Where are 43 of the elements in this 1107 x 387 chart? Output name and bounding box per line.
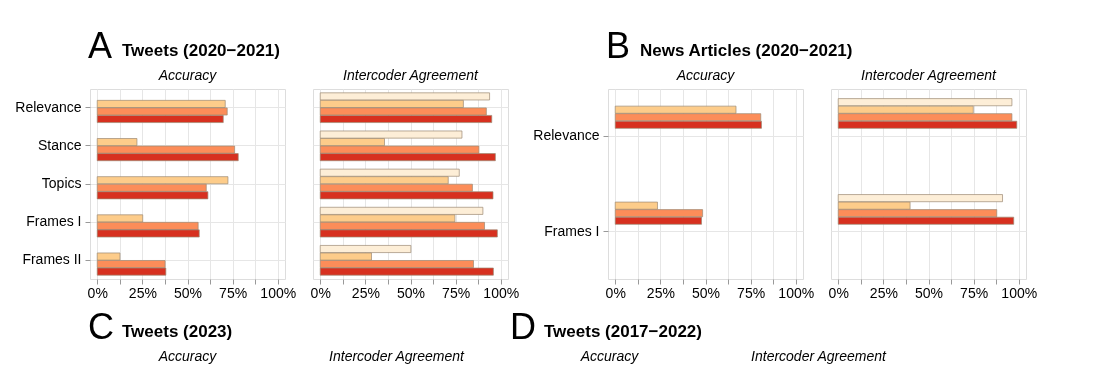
text: Accuracy	[579, 348, 640, 364]
x-tick-label: 100%	[1001, 284, 1038, 301]
x-tick-label: 100%	[778, 284, 815, 301]
x-tick-label: 0%	[828, 284, 849, 301]
text: D	[510, 306, 536, 347]
x-tick-label: 50%	[914, 284, 944, 301]
y-tick-label: Relevance	[533, 127, 600, 144]
y-tick-label: Frames I	[26, 213, 82, 230]
x-tick-label: 25%	[869, 284, 898, 301]
x-tick-label: 50%	[691, 284, 721, 301]
text: A	[88, 25, 113, 66]
x-tick-label: 100%	[483, 284, 520, 301]
y-tick-label: Relevance	[15, 98, 82, 115]
y-tick-label: Frames I	[544, 222, 600, 239]
x-tick-label: 75%	[737, 284, 766, 301]
chart-subtitle: Intercoder Agreement	[343, 67, 480, 83]
x-tick-label: 0%	[87, 284, 108, 301]
x-tick-label: 0%	[310, 284, 331, 301]
x-tick-label: 50%	[173, 284, 203, 301]
text: Tweets (2023)	[122, 322, 233, 341]
chart-subtitle: Accuracy	[675, 67, 736, 83]
chart-title: News Articles (2020−2021)	[640, 41, 853, 60]
y-tick-label: Frames II	[22, 251, 82, 268]
x-tick-label: 25%	[128, 284, 157, 301]
x-tick-label: 100%	[260, 284, 297, 301]
y-tick-label: Stance	[37, 136, 82, 153]
chart-subtitle: Accuracy	[157, 67, 218, 83]
x-tick-label: 0%	[605, 284, 626, 301]
x-tick-label: 25%	[646, 284, 675, 301]
text: Accuracy	[157, 348, 218, 364]
x-tick-label: 50%	[396, 284, 426, 301]
x-tick-label: 25%	[351, 284, 380, 301]
x-tick-label: 75%	[219, 284, 248, 301]
x-tick-label: 75%	[960, 284, 989, 301]
chart-title: Tweets (2020−2021)	[122, 41, 280, 60]
text: Tweets (2017−2022)	[544, 322, 702, 341]
text: B	[606, 25, 631, 66]
text: Intercoder Agreement	[751, 348, 888, 364]
y-tick-label: Topics	[41, 175, 82, 191]
text: C	[88, 306, 114, 347]
chart-subtitle: Intercoder Agreement	[861, 67, 998, 83]
x-tick-label: 75%	[442, 284, 471, 301]
text: Intercoder Agreement	[329, 348, 466, 364]
